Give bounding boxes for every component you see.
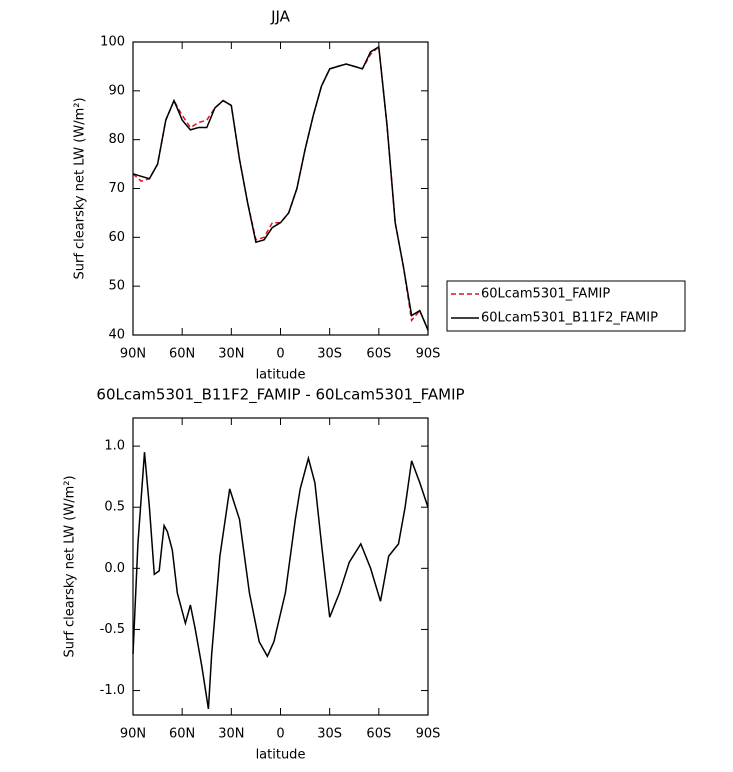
data-line xyxy=(132,452,429,710)
y-tick-label: 40 xyxy=(108,328,125,343)
y-axis-label: Surf clearsky net LW (W/m²) xyxy=(73,97,88,279)
x-tick-label: 0 xyxy=(276,347,284,362)
plot-frame xyxy=(132,417,429,716)
x-tick-label: 60S xyxy=(366,727,391,742)
x-tick-label: 30N xyxy=(218,347,244,362)
y-tick-label: -0.5 xyxy=(100,622,125,637)
x-tick-label: 60N xyxy=(169,347,195,362)
x-tick-label: 90N xyxy=(120,347,146,362)
y-tick-label: 0.5 xyxy=(104,500,125,515)
y-tick-label: 0.0 xyxy=(104,561,125,576)
legend-box xyxy=(446,280,686,332)
x-tick-label: 0 xyxy=(276,727,284,742)
y-tick-label: 90 xyxy=(108,83,125,98)
y-tick-label: 50 xyxy=(108,279,125,294)
y-tick-label: 1.0 xyxy=(104,439,125,454)
x-tick-label: 30N xyxy=(218,727,244,742)
y-axis-label: Surf clearsky net LW (W/m²) xyxy=(63,475,78,657)
legend-label: 60Lcam5301_FAMIP xyxy=(481,287,610,302)
x-tick-label: 30S xyxy=(317,727,342,742)
y-tick-label: 60 xyxy=(108,230,125,245)
x-tick-label: 90N xyxy=(120,727,146,742)
y-tick-label: 80 xyxy=(108,132,125,147)
x-tick-label: 60S xyxy=(366,347,391,362)
x-tick-label: 30S xyxy=(317,347,342,362)
x-tick-label: 90S xyxy=(416,727,441,742)
plot-frame xyxy=(132,41,429,336)
chart-title: JJA xyxy=(270,8,291,26)
x-axis-label: latitude xyxy=(256,368,306,383)
y-tick-label: -1.0 xyxy=(100,683,125,698)
x-tick-label: 60N xyxy=(169,727,195,742)
y-tick-label: 100 xyxy=(100,35,125,50)
x-tick-label: 90S xyxy=(416,347,441,362)
y-tick-label: 70 xyxy=(108,181,125,196)
legend-label: 60Lcam5301_B11F2_FAMIP xyxy=(481,311,658,326)
x-axis-label: latitude xyxy=(256,748,306,763)
chart-title: 60Lcam5301_B11F2_FAMIP - 60Lcam5301_FAMI… xyxy=(96,386,464,405)
data-line xyxy=(132,45,429,331)
